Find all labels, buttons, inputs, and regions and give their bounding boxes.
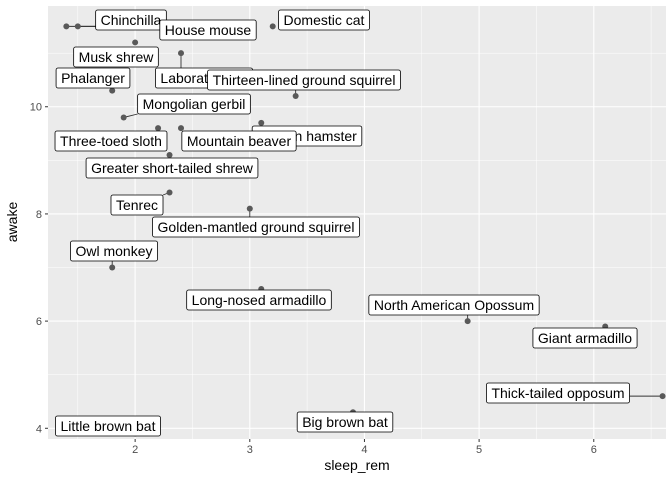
x-axis-title: sleep_rem <box>324 457 389 473</box>
point-label-text: North American Opossum <box>374 297 534 313</box>
point-label-domestic-cat: Domestic cat <box>278 9 370 31</box>
point-label-box <box>137 93 251 115</box>
point-label-mountain-beaver: Mountain beaver <box>181 130 297 152</box>
point-label-box <box>73 46 159 68</box>
data-point-house-mouse <box>63 23 70 30</box>
x-tick-label: 2 <box>132 444 138 456</box>
point-label-golden-mantled-ground-squirrel: Golden-mantled ground squirrel <box>152 216 360 238</box>
point-label-box <box>110 194 164 216</box>
point-label-text: House mouse <box>165 22 252 38</box>
point-label-box <box>368 294 540 316</box>
data-point-musk-shrew <box>132 39 139 46</box>
data-point-phalanger <box>109 87 116 94</box>
x-tick-label: 3 <box>247 444 253 456</box>
y-tick-label: 4 <box>36 423 42 435</box>
data-point-laboratory-rat <box>178 50 185 57</box>
point-label-long-nosed-armadillo: Long-nosed armadillo <box>186 289 332 311</box>
point-label-north-american-opossum: North American Opossum <box>368 294 540 316</box>
point-label-box <box>278 9 370 31</box>
axis-ticks: 2 3 4 5 6 4 6 8 10 <box>30 102 597 456</box>
point-label-text: Mongolian gerbil <box>143 96 246 112</box>
data-point-three-toed-sloth <box>155 125 162 132</box>
point-label-text: Golden-mantled ground squirrel <box>158 219 355 235</box>
point-label-thick-tailed-opposum: Thick-tailed opposum <box>486 382 630 404</box>
point-label-text: Domestic cat <box>284 12 365 28</box>
data-point-mongolian-gerbil <box>120 114 127 121</box>
point-label-text: Greater short-tailed shrew <box>91 160 254 176</box>
data-point-golden-hamster <box>258 119 265 126</box>
point-label-text: Phalanger <box>61 70 125 86</box>
y-tick-label: 8 <box>36 209 42 221</box>
point-label-text: Owl monkey <box>75 243 152 259</box>
point-label-thirteen-lined-ground-squirrel: Thirteen-lined ground squirrel <box>207 69 401 91</box>
point-label-text: Tenrec <box>116 197 158 213</box>
data-point-thick-tailed-opposum <box>659 393 666 400</box>
point-label-house-mouse: House mouse <box>159 19 257 41</box>
data-points <box>63 23 666 437</box>
point-label-box <box>85 157 259 179</box>
point-label-mongolian-gerbil: Mongolian gerbil <box>137 93 251 115</box>
point-label-box <box>70 240 158 262</box>
point-label-text: Little brown bat <box>61 418 156 434</box>
point-label-box <box>54 130 168 152</box>
data-point-domestic-cat <box>269 23 276 30</box>
x-tick-label: 4 <box>361 444 367 456</box>
data-point-thirteen-lined-ground-squirrel <box>292 93 299 100</box>
point-label-box <box>152 216 360 238</box>
y-tick-label: 6 <box>36 316 42 328</box>
point-label-text: Three-toed sloth <box>60 133 162 149</box>
point-label-text: Thick-tailed opposum <box>491 385 624 401</box>
point-label-chinchilla: Chinchilla <box>95 9 167 31</box>
point-label-box <box>55 67 131 89</box>
data-point-chinchilla <box>74 23 81 30</box>
point-label-little-brown-bat: Little brown bat <box>55 415 161 437</box>
data-point-mountain-beaver <box>178 125 185 132</box>
point-label-owl-monkey: Owl monkey <box>70 240 158 262</box>
point-label-text: Giant armadillo <box>538 330 632 346</box>
point-label-box <box>181 130 297 152</box>
data-point-tenrec <box>166 189 173 196</box>
point-label-three-toed-sloth: Three-toed sloth <box>54 130 168 152</box>
point-label-giant-armadillo: Giant armadillo <box>532 327 638 349</box>
point-label-phalanger: Phalanger <box>55 67 131 89</box>
x-tick-label: 5 <box>476 444 482 456</box>
y-tick-label: 10 <box>30 102 42 114</box>
point-label-box <box>207 69 401 91</box>
data-point-owl-monkey <box>109 264 116 271</box>
x-tick-label: 6 <box>591 444 597 456</box>
point-label-musk-shrew: Musk shrew <box>73 46 159 68</box>
point-label-text: Thirteen-lined ground squirrel <box>213 72 396 88</box>
point-label-box <box>159 19 257 41</box>
data-point-golden-mantled-ground-squirrel <box>246 205 253 212</box>
point-label-text: Long-nosed armadillo <box>192 292 327 308</box>
data-point-north-american-opossum <box>464 318 471 325</box>
point-label-greater-short-tailed-shrew: Greater short-tailed shrew <box>85 157 259 179</box>
point-label-big-brown-bat: Big brown bat <box>296 411 394 433</box>
point-label-box <box>296 411 394 433</box>
point-label-text: Chinchilla <box>101 12 162 28</box>
data-point-greater-short-tailed-shrew <box>166 151 173 158</box>
point-label-text: Musk shrew <box>79 49 155 65</box>
point-label-box <box>486 382 630 404</box>
point-label-box <box>186 289 332 311</box>
point-label-box <box>532 327 638 349</box>
point-label-text: Big brown bat <box>302 414 388 430</box>
y-axis-title: awake <box>4 202 20 243</box>
point-label-box <box>55 415 161 437</box>
point-label-text: Mountain beaver <box>187 133 292 149</box>
point-label-tenrec: Tenrec <box>110 194 164 216</box>
